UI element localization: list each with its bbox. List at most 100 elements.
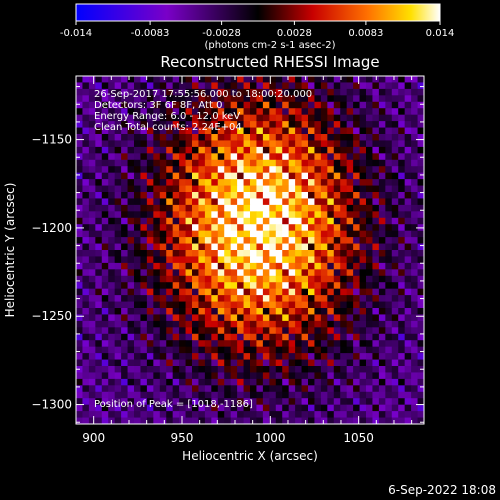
heatmap-cell xyxy=(346,250,354,257)
heatmap-cell xyxy=(372,269,380,277)
heatmap-cell xyxy=(95,95,103,103)
heatmap-cell xyxy=(224,76,232,83)
heatmap-cell xyxy=(95,391,103,399)
heatmap-cell xyxy=(385,282,393,290)
heatmap-cell xyxy=(359,295,367,302)
heatmap-cell xyxy=(320,114,328,122)
heatmap-cell xyxy=(301,282,309,290)
heatmap-cell xyxy=(121,230,128,238)
heatmap-cell xyxy=(88,224,96,232)
heatmap-cell xyxy=(224,314,232,322)
heatmap-cell xyxy=(320,262,328,270)
heatmap-cell xyxy=(333,101,341,109)
heatmap-cell xyxy=(250,308,257,315)
heatmap-cell xyxy=(108,359,116,367)
heatmap-cell xyxy=(391,230,399,238)
heatmap-cell xyxy=(211,159,219,167)
heatmap-cell xyxy=(108,378,116,386)
heatmap-cell xyxy=(95,372,103,380)
heatmap-cell xyxy=(301,179,309,186)
heatmap-cell xyxy=(166,327,174,335)
heatmap-cell xyxy=(398,359,406,367)
heatmap-cell xyxy=(204,211,212,219)
heatmap-cell xyxy=(269,204,277,212)
heatmap-cell xyxy=(391,250,399,257)
heatmap-cell xyxy=(76,76,83,83)
heatmap-cell xyxy=(224,166,232,174)
heatmap-cell xyxy=(153,204,161,212)
heatmap-cell xyxy=(398,243,406,251)
heatmap-cell xyxy=(404,256,412,264)
heatmap-cell xyxy=(88,398,96,406)
heatmap-cell xyxy=(391,204,399,212)
heatmap-cell xyxy=(314,95,322,103)
heatmap-cell xyxy=(114,346,122,354)
heatmap-cell xyxy=(378,301,386,309)
heatmap-cell xyxy=(159,230,167,238)
heatmap-cell xyxy=(340,82,348,90)
heatmap-cell xyxy=(108,185,116,193)
heatmap-cell xyxy=(146,269,154,277)
heatmap-cell xyxy=(146,224,154,232)
heatmap-cell xyxy=(95,411,103,418)
heatmap-cell xyxy=(391,114,399,122)
heatmap-cell xyxy=(134,417,141,425)
heatmap-cell xyxy=(404,378,412,386)
heatmap-cell xyxy=(192,121,199,128)
heatmap-cell xyxy=(95,172,103,180)
heatmap-cell xyxy=(192,127,199,135)
heatmap-cell xyxy=(140,76,148,83)
heatmap-cell xyxy=(159,256,167,264)
heatmap-cell xyxy=(340,288,348,296)
heatmap-cell xyxy=(417,121,425,128)
heatmap-cell xyxy=(185,217,193,225)
y-tick-label: −1200 xyxy=(31,221,72,235)
heatmap-cell xyxy=(327,385,335,393)
heatmap-cell xyxy=(237,204,244,212)
heatmap-cell xyxy=(172,269,180,277)
heatmap-cell xyxy=(282,108,290,116)
heatmap-cell xyxy=(224,224,232,232)
heatmap-cell xyxy=(269,159,277,167)
heatmap-cell xyxy=(250,256,257,264)
heatmap-cell xyxy=(250,121,257,128)
heatmap-cell xyxy=(282,378,290,386)
heatmap-cell xyxy=(333,217,341,225)
heatmap-cell xyxy=(327,204,335,212)
heatmap-cell xyxy=(256,404,264,412)
heatmap-cell xyxy=(320,217,328,225)
heatmap-cell xyxy=(295,121,302,128)
heatmap-cell xyxy=(398,372,406,380)
plot-frame xyxy=(75,75,425,425)
heatmap-cell xyxy=(153,88,161,96)
heatmap-cell xyxy=(146,262,154,270)
heatmap-cell xyxy=(288,404,296,412)
heatmap-cell xyxy=(295,385,302,393)
heatmap-cell xyxy=(198,295,206,302)
heatmap-cell xyxy=(327,224,335,232)
heatmap-cell xyxy=(269,185,277,193)
heatmap-cell xyxy=(327,359,335,367)
heatmap-cell xyxy=(95,250,103,257)
heatmap-cell xyxy=(230,359,238,367)
heatmap-cell xyxy=(224,204,232,212)
heatmap-cell xyxy=(224,359,232,367)
heatmap-cell xyxy=(288,411,296,418)
heatmap-cell xyxy=(340,333,348,341)
heatmap-cell xyxy=(340,211,348,219)
heatmap-cell xyxy=(198,340,206,348)
heatmap-cell xyxy=(224,404,232,412)
heatmap-cell xyxy=(308,320,315,328)
heatmap-cell xyxy=(366,262,373,270)
heatmap-cell xyxy=(256,217,264,225)
heatmap-cell xyxy=(140,121,148,128)
heatmap-cell xyxy=(282,250,290,257)
heatmap-cell xyxy=(114,179,122,186)
heatmap-cell xyxy=(211,250,219,257)
heatmap-cell xyxy=(411,295,418,302)
heatmap-cell xyxy=(327,76,335,83)
heatmap-cell xyxy=(404,217,412,225)
heatmap-cell xyxy=(385,159,393,167)
heatmap-cell xyxy=(391,217,399,225)
heatmap-cell xyxy=(230,308,238,315)
